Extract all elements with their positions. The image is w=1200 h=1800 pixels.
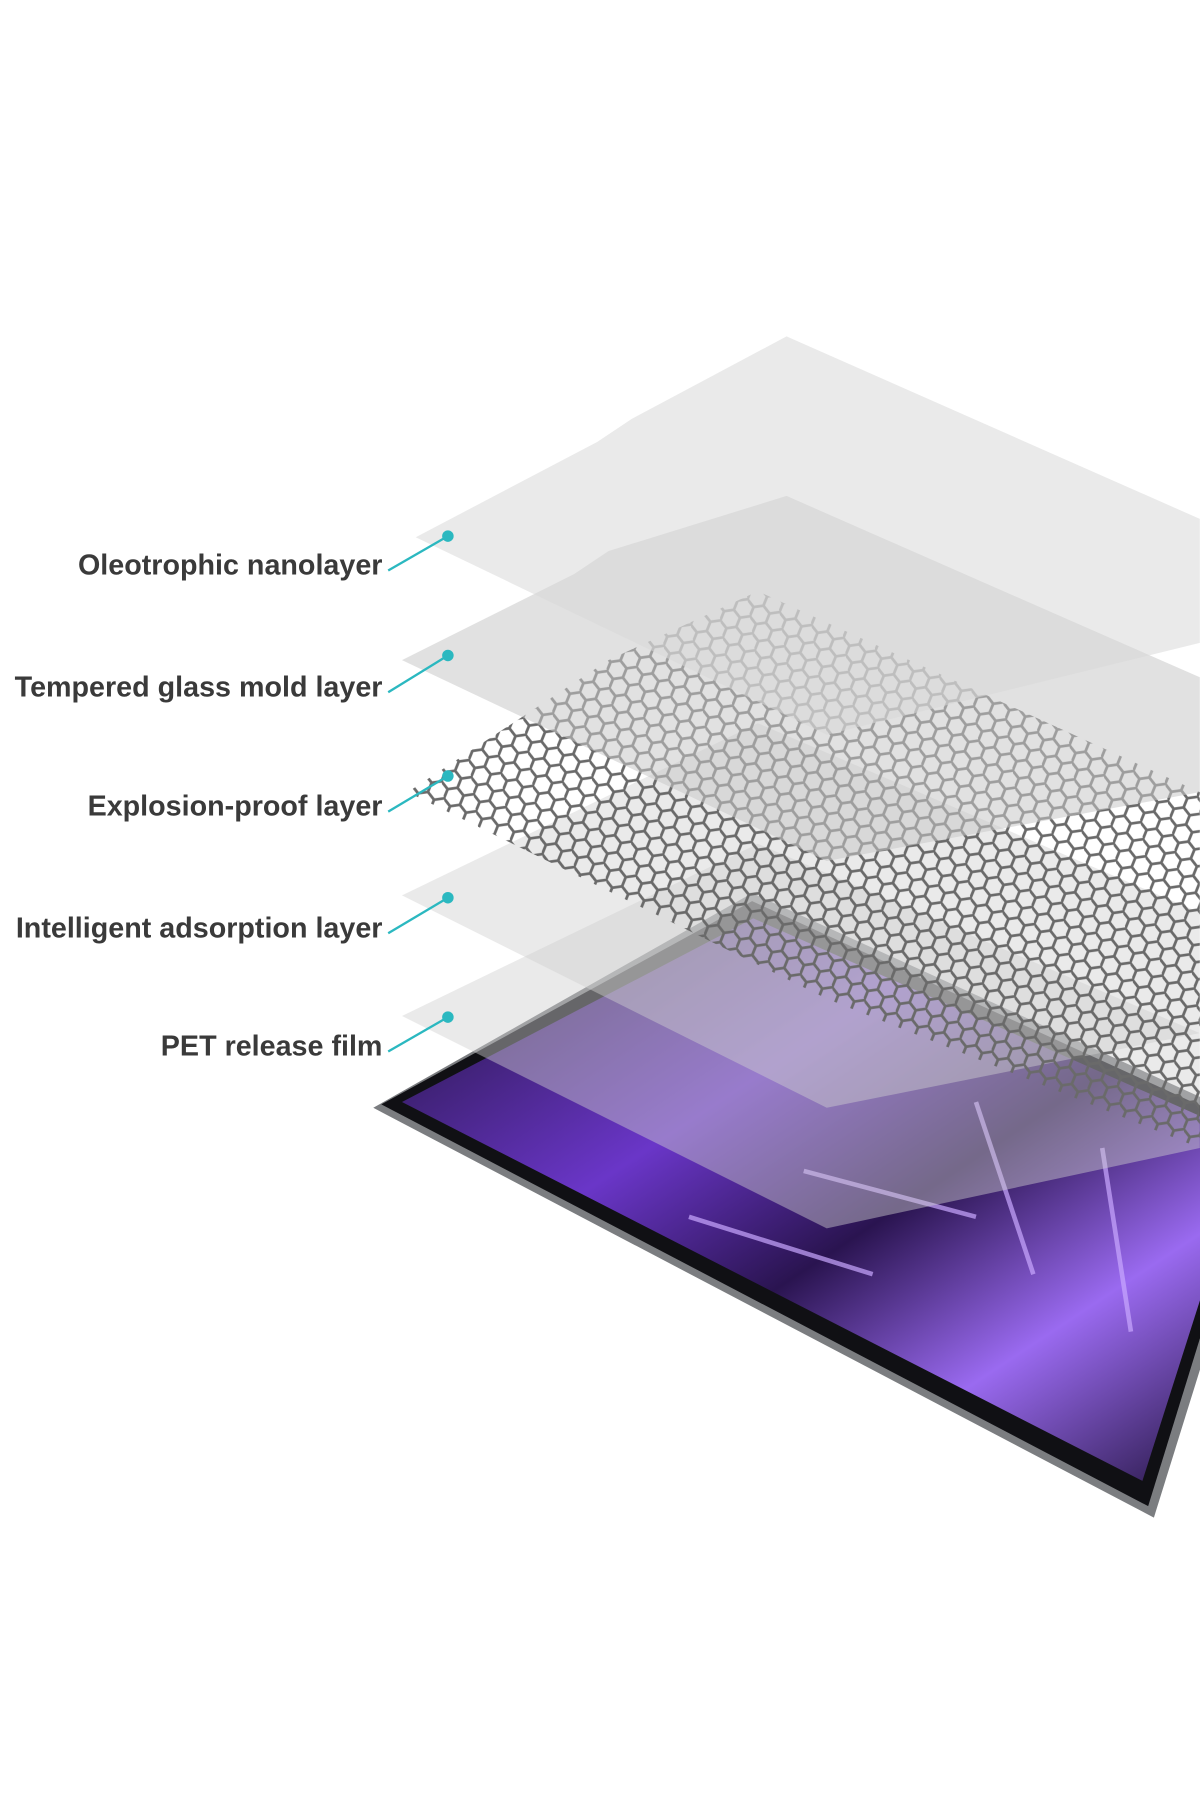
leader-line bbox=[387, 535, 449, 572]
pet-film bbox=[401, 843, 1200, 1229]
layer-label: Explosion-proof layer bbox=[88, 791, 383, 823]
layer-label: Tempered glass mold layer bbox=[15, 671, 383, 703]
sheets bbox=[401, 336, 1200, 1229]
layer-label: Oleotrophic nanolayer bbox=[78, 550, 382, 582]
leader-dot bbox=[442, 891, 454, 904]
layer-label: Intelligent adsorption layer bbox=[16, 912, 383, 944]
leader-line bbox=[387, 775, 449, 813]
leader-dot bbox=[442, 530, 454, 542]
leader-line bbox=[387, 1016, 449, 1053]
labels: Oleotrophic nanolayer Tempered glass mold… bbox=[15, 530, 454, 1063]
layer-label: PET release film bbox=[161, 1031, 383, 1063]
leader-dot bbox=[442, 770, 454, 782]
oleotrophic-sheet bbox=[415, 336, 1200, 735]
leader-dot bbox=[442, 649, 454, 662]
leader-dot bbox=[442, 1011, 454, 1023]
leader-line bbox=[387, 654, 449, 694]
leader-line bbox=[387, 896, 449, 935]
